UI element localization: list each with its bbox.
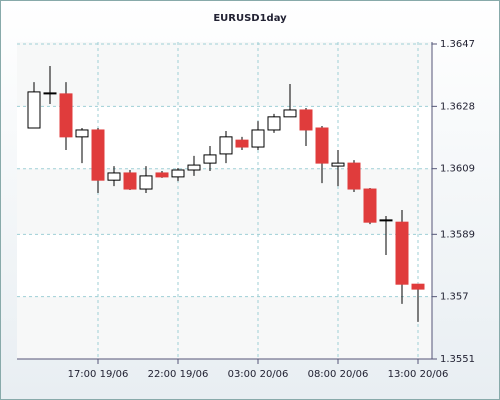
- chart-title: EURUSD1day: [213, 13, 287, 24]
- candle-body: [27, 91, 41, 129]
- candle-body: [139, 175, 153, 190]
- candle-body: [187, 164, 201, 171]
- candle-body: [315, 127, 329, 164]
- candle-body: [267, 116, 281, 131]
- candle-body: [171, 169, 185, 178]
- candle-body: [59, 93, 73, 138]
- candle-body: [331, 162, 345, 167]
- candle-body: [123, 172, 137, 190]
- candle-body: [283, 109, 297, 118]
- candle-body: [411, 283, 425, 290]
- x-tick-label: 13:00 20/06: [388, 369, 449, 380]
- y-tick-label: 1.3551: [440, 354, 475, 365]
- x-tick-label: 17:00 19/06: [68, 369, 129, 380]
- plot-band: [17, 234, 432, 297]
- candle-body: [203, 154, 217, 164]
- candle-body: [219, 136, 233, 155]
- candle-body: [395, 221, 409, 285]
- candle-body: [299, 109, 313, 131]
- candle-body: [379, 219, 393, 222]
- y-tick-label: 1.3628: [440, 101, 475, 112]
- candle-body: [43, 92, 57, 95]
- x-tick-label: 08:00 20/06: [308, 369, 369, 380]
- candle-body: [347, 162, 361, 190]
- x-tick-label: 22:00 19/06: [148, 369, 209, 380]
- candle-body: [155, 172, 169, 178]
- y-tick-label: 1.357: [440, 292, 469, 303]
- y-tick-label: 1.3589: [440, 229, 475, 240]
- plot-area: [17, 42, 432, 359]
- x-tick-label: 03:00 20/06: [228, 369, 289, 380]
- candle-body: [251, 129, 265, 148]
- y-tick-label: 1.3609: [440, 164, 475, 175]
- candle-body: [107, 172, 121, 181]
- y-tick-label: 1.3647: [440, 39, 475, 50]
- candle-body: [75, 129, 89, 138]
- candle-body: [91, 129, 105, 181]
- candle-body: [235, 139, 249, 148]
- candle-body: [363, 188, 377, 223]
